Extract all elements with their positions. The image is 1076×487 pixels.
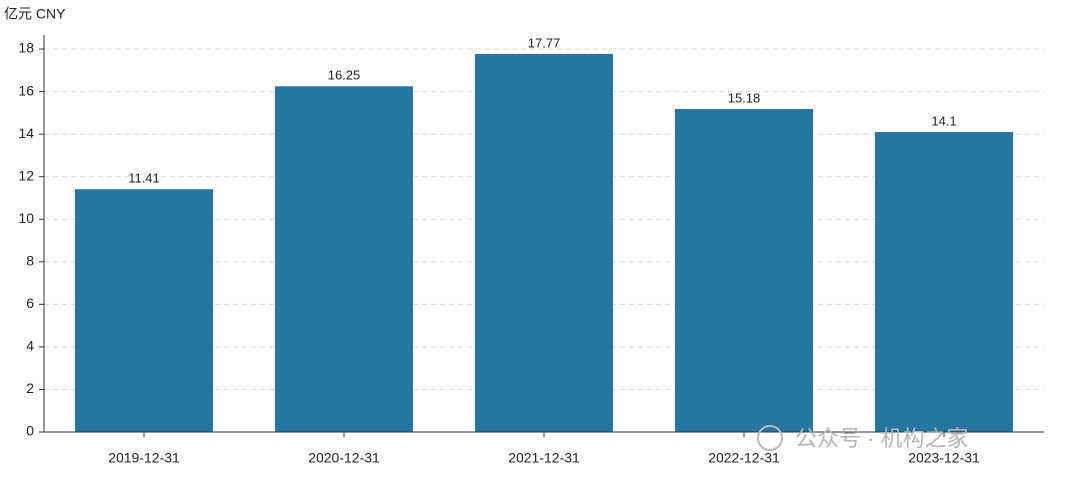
watermark: 公众号 · 机构之家: [795, 426, 969, 451]
y-tick-label: 4: [26, 338, 34, 354]
bar: [75, 189, 213, 432]
x-tick-label: 2020-12-31: [308, 450, 380, 466]
value-label: 14.1: [931, 113, 956, 128]
x-tick-label: 2019-12-31: [108, 450, 180, 466]
bar: [675, 109, 813, 433]
y-axis-label: 亿元 CNY: [4, 6, 66, 22]
y-tick-label: 2: [26, 380, 34, 396]
bar: [475, 53, 613, 433]
y-tick-label: 10: [18, 210, 34, 226]
y-tick-label: 18: [18, 40, 34, 56]
value-label: 17.77: [528, 35, 561, 50]
x-tick-label: 2021-12-31: [508, 450, 580, 466]
y-tick-label: 0: [26, 423, 34, 439]
value-label: 16.25: [328, 68, 361, 83]
bar: [875, 132, 1013, 432]
bar: [275, 86, 413, 432]
watermark-icon: [757, 425, 783, 451]
x-tick-label: 2023-12-31: [908, 450, 980, 466]
y-tick-label: 6: [26, 295, 34, 311]
value-label: 15.18: [728, 90, 761, 105]
y-tick-label: 8: [26, 252, 34, 268]
x-tick-label: 2022-12-31: [708, 450, 780, 466]
y-tick-label: 14: [18, 125, 34, 141]
y-tick-label: 12: [18, 167, 34, 183]
y-tick-label: 16: [18, 82, 34, 98]
value-label: 11.41: [128, 171, 160, 186]
